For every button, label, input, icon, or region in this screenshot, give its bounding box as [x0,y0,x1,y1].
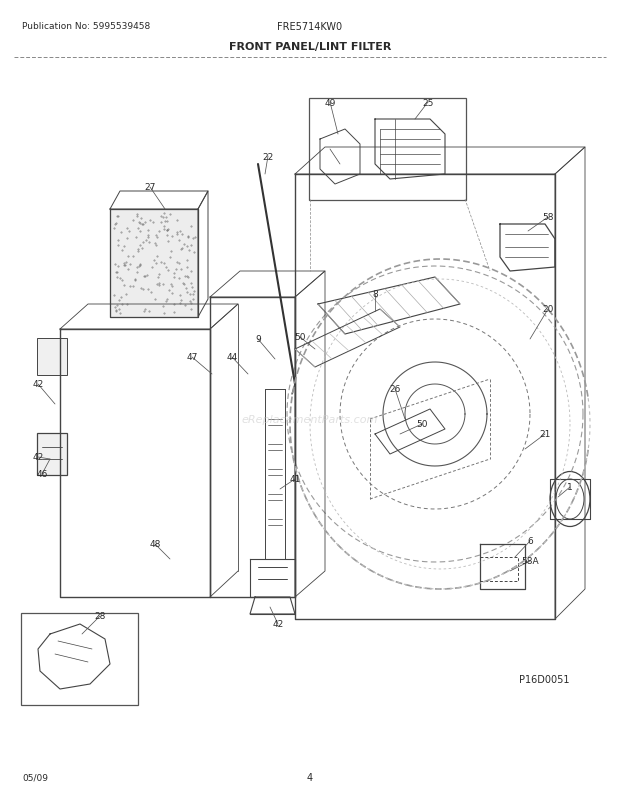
Text: FRONT PANEL/LINT FILTER: FRONT PANEL/LINT FILTER [229,42,391,52]
Text: 50: 50 [294,333,306,342]
Text: 6: 6 [527,537,533,546]
Text: 05/09: 05/09 [22,772,48,781]
Text: 44: 44 [226,353,237,362]
Text: 50: 50 [416,420,428,429]
Text: 8: 8 [372,290,378,299]
Text: 49: 49 [324,99,335,107]
Text: 48: 48 [149,540,161,549]
Text: 20: 20 [542,305,554,314]
Text: 42: 42 [272,620,283,629]
Text: 42: 42 [32,380,43,389]
Text: 21: 21 [539,430,551,439]
Text: 9: 9 [255,335,261,344]
Text: 27: 27 [144,184,156,192]
Text: 26: 26 [389,385,401,394]
Text: 1: 1 [567,483,573,492]
Text: 41: 41 [290,475,301,484]
Text: 46: 46 [37,470,48,479]
Text: 4: 4 [307,772,313,782]
FancyBboxPatch shape [37,433,67,476]
Text: 22: 22 [262,152,273,161]
Text: 58: 58 [542,213,554,222]
Text: Publication No: 5995539458: Publication No: 5995539458 [22,22,150,31]
Text: 25: 25 [422,99,433,107]
Text: FRE5714KW0: FRE5714KW0 [277,22,343,32]
Text: P16D0051: P16D0051 [520,674,570,684]
Text: 28: 28 [94,612,105,621]
Text: 58A: 58A [521,557,539,565]
FancyBboxPatch shape [37,338,67,375]
Text: eReplacementParts.com: eReplacementParts.com [242,415,378,424]
Text: 47: 47 [187,353,198,362]
Polygon shape [110,210,198,318]
Text: 42: 42 [32,453,43,462]
